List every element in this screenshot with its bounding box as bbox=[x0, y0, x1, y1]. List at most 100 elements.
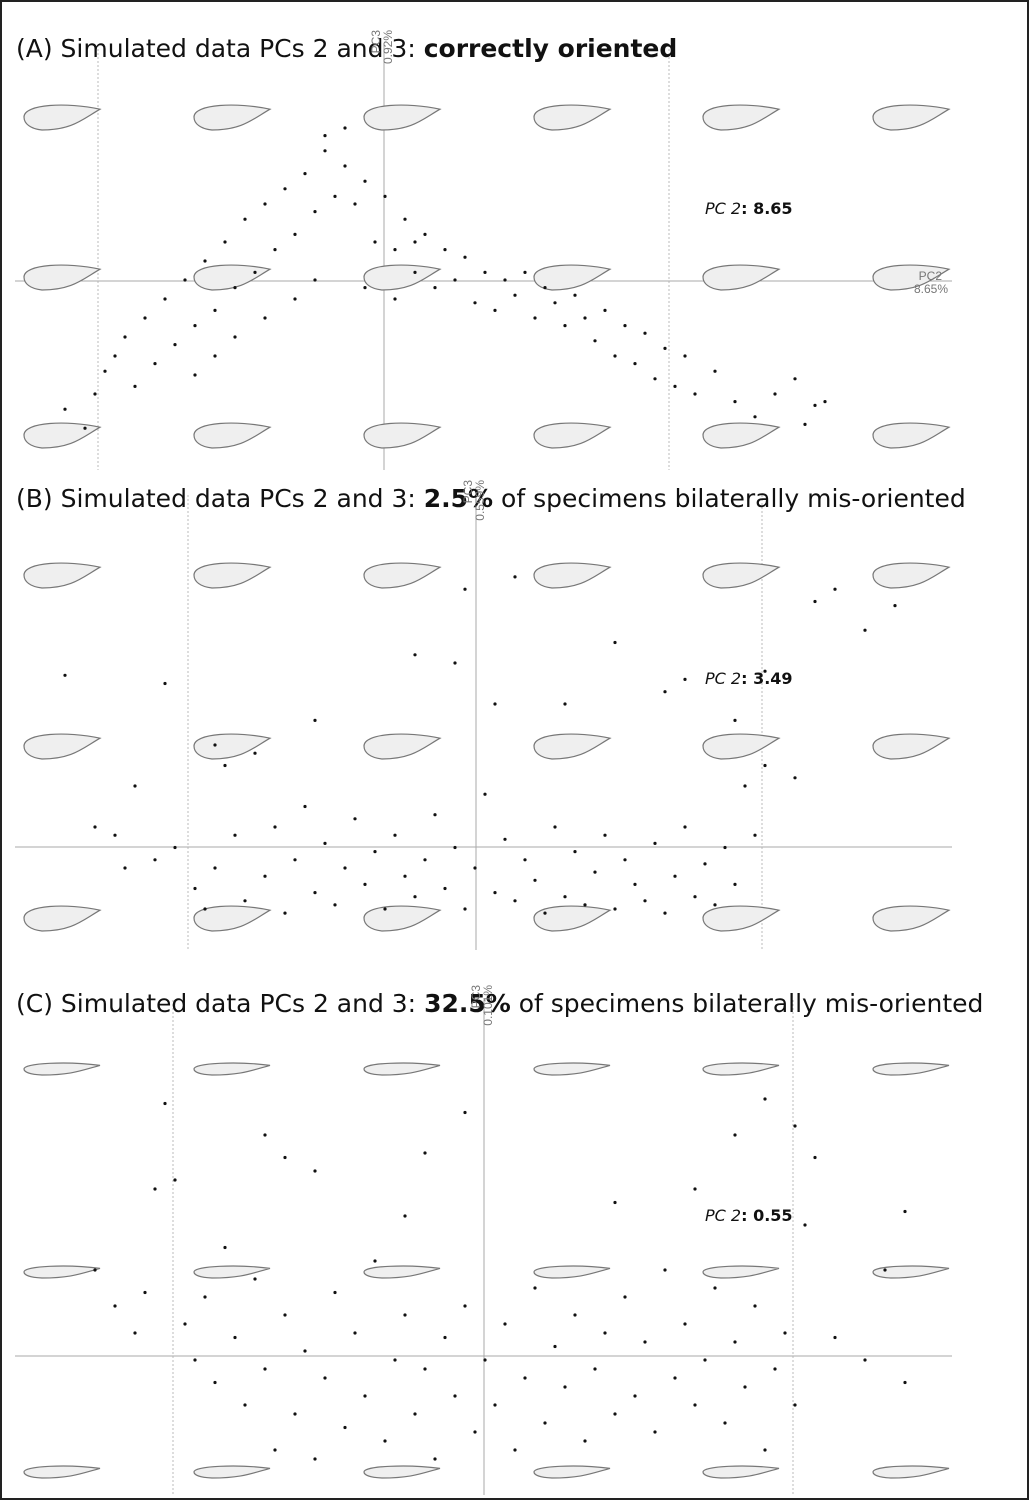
point bbox=[613, 1200, 617, 1205]
point bbox=[523, 858, 527, 862]
point bbox=[293, 232, 297, 236]
shape-outline bbox=[702, 1465, 780, 1479]
point bbox=[93, 825, 97, 829]
point bbox=[443, 248, 447, 252]
point bbox=[623, 324, 627, 328]
point bbox=[363, 286, 367, 290]
title-prefix: (C) Simulated data PCs 2 and 3: bbox=[16, 989, 424, 1018]
point bbox=[123, 335, 127, 339]
point bbox=[863, 628, 867, 632]
point bbox=[783, 1331, 787, 1335]
point bbox=[243, 1403, 247, 1407]
point bbox=[283, 1155, 287, 1160]
point bbox=[173, 343, 177, 347]
point bbox=[773, 1367, 777, 1371]
point bbox=[313, 718, 317, 723]
point bbox=[133, 1331, 137, 1335]
point bbox=[283, 187, 287, 191]
point bbox=[413, 270, 417, 274]
point bbox=[393, 1358, 397, 1362]
point bbox=[443, 886, 447, 891]
title-prefix: (B) Simulated data PCs 2 and 3: bbox=[16, 484, 424, 513]
title-emphasis: 2.5% bbox=[424, 484, 493, 513]
shape-outline bbox=[363, 264, 442, 291]
point bbox=[763, 669, 767, 673]
point bbox=[423, 232, 427, 236]
point bbox=[703, 1358, 707, 1362]
point bbox=[243, 217, 247, 221]
point bbox=[403, 1214, 407, 1218]
point bbox=[543, 1421, 547, 1425]
point bbox=[273, 825, 277, 829]
shape-outline bbox=[702, 562, 781, 589]
y-axis-name: PC3 bbox=[469, 985, 483, 1009]
shape-outline bbox=[872, 1265, 950, 1279]
point bbox=[833, 587, 837, 591]
point bbox=[453, 1394, 457, 1398]
title-prefix: (A) Simulated data PCs 2 and 3: bbox=[16, 34, 424, 63]
point bbox=[193, 886, 197, 891]
y-axis-label: PC30.101% bbox=[469, 985, 495, 1026]
panel-title: (B) Simulated data PCs 2 and 3: 2.5% of … bbox=[16, 484, 966, 513]
point bbox=[83, 426, 87, 430]
point bbox=[803, 422, 807, 426]
point bbox=[123, 866, 127, 870]
point bbox=[593, 870, 597, 874]
point bbox=[593, 339, 597, 343]
annotation-value: : 0.55 bbox=[741, 1206, 792, 1225]
point bbox=[193, 373, 197, 377]
point bbox=[553, 1344, 557, 1349]
point bbox=[343, 866, 347, 870]
point bbox=[353, 817, 357, 821]
point bbox=[293, 297, 297, 301]
point bbox=[763, 763, 767, 768]
point bbox=[643, 331, 647, 335]
shape-outline bbox=[23, 1062, 101, 1076]
point bbox=[833, 1335, 837, 1340]
point bbox=[633, 362, 637, 366]
point bbox=[303, 172, 307, 176]
point bbox=[793, 776, 797, 780]
point bbox=[63, 407, 67, 411]
point bbox=[293, 1412, 297, 1416]
point bbox=[313, 210, 317, 214]
shape-outline bbox=[872, 562, 951, 589]
point bbox=[803, 1223, 807, 1227]
point bbox=[673, 384, 677, 388]
point bbox=[233, 335, 237, 339]
point bbox=[713, 903, 717, 907]
point bbox=[663, 346, 667, 350]
shape-outline bbox=[363, 1062, 441, 1076]
shape-outline bbox=[872, 1465, 950, 1479]
shape-outline bbox=[23, 104, 102, 131]
point bbox=[673, 874, 677, 878]
annotation: PC 2: 0.55 bbox=[705, 1206, 793, 1225]
shape-outline bbox=[193, 562, 272, 589]
point bbox=[423, 1367, 427, 1371]
point bbox=[243, 899, 247, 903]
point bbox=[343, 164, 347, 168]
point bbox=[603, 833, 607, 837]
point bbox=[323, 149, 327, 153]
point bbox=[323, 841, 327, 846]
point bbox=[633, 882, 637, 887]
shape-outline bbox=[702, 1062, 780, 1076]
point bbox=[173, 1178, 177, 1182]
point bbox=[453, 661, 457, 665]
point bbox=[273, 248, 277, 252]
point bbox=[213, 743, 217, 747]
shape-outline bbox=[363, 422, 442, 449]
point bbox=[613, 907, 617, 911]
annotation-label: PC 2 bbox=[705, 669, 741, 688]
point bbox=[163, 681, 167, 686]
shape-outline bbox=[702, 264, 781, 291]
point bbox=[393, 297, 397, 301]
point bbox=[813, 599, 817, 604]
point bbox=[493, 891, 497, 895]
point bbox=[533, 1286, 537, 1290]
point bbox=[583, 903, 587, 907]
shape-outline bbox=[533, 264, 612, 291]
point bbox=[393, 833, 397, 837]
point bbox=[413, 1412, 417, 1416]
point bbox=[503, 278, 507, 282]
